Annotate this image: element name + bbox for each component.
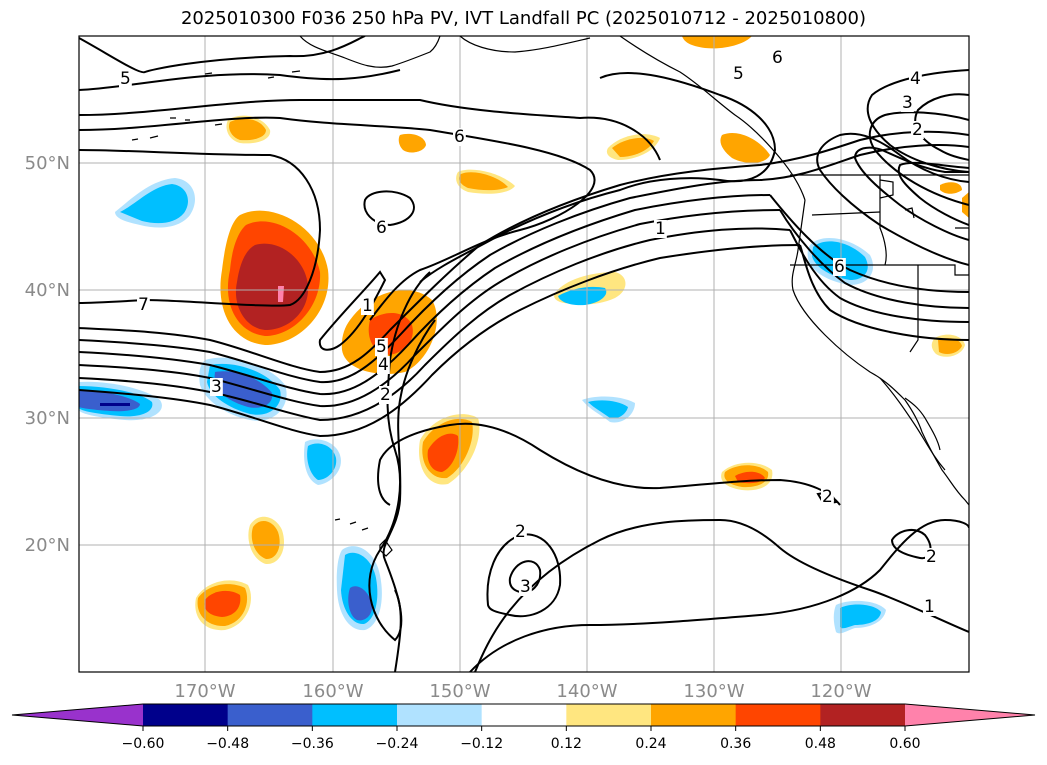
contour-label-halo [379,386,392,404]
contour-label: 5 [733,64,744,84]
colorbar-tick-label: −0.48 [206,736,249,752]
contour-label: 2 [380,385,391,405]
contour-label-halo [519,578,532,596]
lon-label: 140°W [556,681,617,702]
contour-label: 1 [362,296,373,316]
lat-label: 30°N [25,408,70,429]
colorbar-swatch [397,704,483,726]
contour-labels: 5 6 5 4 3 2 6 6 1 1 7 5 4 2 3 2 3 1 2 2 … [119,48,938,617]
coastlines [131,36,969,557]
colorbar-swatch [566,704,652,726]
contour-label: 6 [454,127,465,147]
contour-label-halo [909,70,922,88]
contour-label-halo [375,338,388,356]
contour-label-halo [833,258,846,276]
map-title: 2025010300 F036 250 hPa PV, IVT Landfall… [180,8,867,29]
contour-label-halo [514,523,527,541]
colorbar-extend-min [12,704,143,726]
colorbar-extend-max [905,704,1035,726]
contour-label: 6 [834,257,845,277]
contour-label-halo [119,70,132,88]
colorbar: −0.60 −0.48 −0.36 −0.24 −0.12 0.12 0.24 0.36 0.4… [11,703,1036,752]
contour-label-halo [732,65,745,83]
lon-label: 150°W [429,681,490,702]
lon-label: 120°W [810,681,871,702]
colorbar-swatch [312,704,398,726]
contour-label: 3 [520,577,531,597]
contour-label: 1 [924,597,935,617]
longitude-labels: 170°W 160°W 150°W 140°W 130°W 120°W [174,681,871,702]
contour-label: 2 [515,522,526,542]
map-frame [78,35,970,673]
contour-label-halo [361,297,374,315]
contour-label: 6 [772,48,783,68]
colorbar-tick-label: −0.60 [122,736,165,752]
contour-label-halo [925,548,938,566]
contour-label-halo [821,488,834,506]
colorbar-swatch [651,704,737,726]
colorbar-swatch [143,704,229,726]
contour-label: 2 [822,487,833,507]
colorbar-swatch [481,704,567,726]
lon-label: 130°W [683,681,744,702]
colorbar-tick-label: −0.36 [291,736,334,752]
lon-label: 170°W [174,681,235,702]
map-area [79,36,969,672]
contour-label: 5 [120,69,131,89]
contour-label: 4 [378,355,389,375]
lon-label: 160°W [302,681,363,702]
colorbar-tick-label: 0.48 [805,736,836,752]
colorbar-swatch [820,704,906,726]
lat-label: 50°N [25,153,70,174]
colorbar-tick-label: −0.12 [460,736,503,752]
graticule [79,36,969,672]
contour-label: 3 [211,377,222,397]
contour-label-halo [210,378,223,396]
contour-label-halo [377,356,390,374]
colorbar-tick-label: 0.36 [720,736,751,752]
contour-label-halo [654,220,667,238]
contour-label-halo [911,121,924,139]
contour-label: 6 [376,218,387,238]
contour-label-halo [375,219,388,237]
contour-label-halo [901,94,914,112]
colorbar-swatch [735,704,821,726]
lat-label: 20°N [25,535,70,556]
colorbar-tick-label: 0.12 [551,736,582,752]
latitude-labels: 50°N 40°N 30°N 20°N [25,153,70,556]
contour-label: 3 [902,93,913,113]
contour-label-halo [137,296,150,314]
contour-label: 2 [926,547,937,567]
contour-label: 2 [912,120,923,140]
colorbar-tick-label: 0.24 [635,736,666,752]
contour-label: 4 [910,69,921,89]
contour-label: 1 [655,219,666,239]
colorbar-tick-label: −0.24 [376,736,419,752]
contour-label: 7 [138,295,149,315]
contour-label-halo [771,49,784,67]
contour-label: 5 [376,337,387,357]
contour-label-halo [923,598,936,616]
contour-label-halo [453,128,466,146]
colorbar-tick-label: 0.60 [889,736,920,752]
lat-label: 40°N [25,280,70,301]
colorbar-swatch [227,704,313,726]
